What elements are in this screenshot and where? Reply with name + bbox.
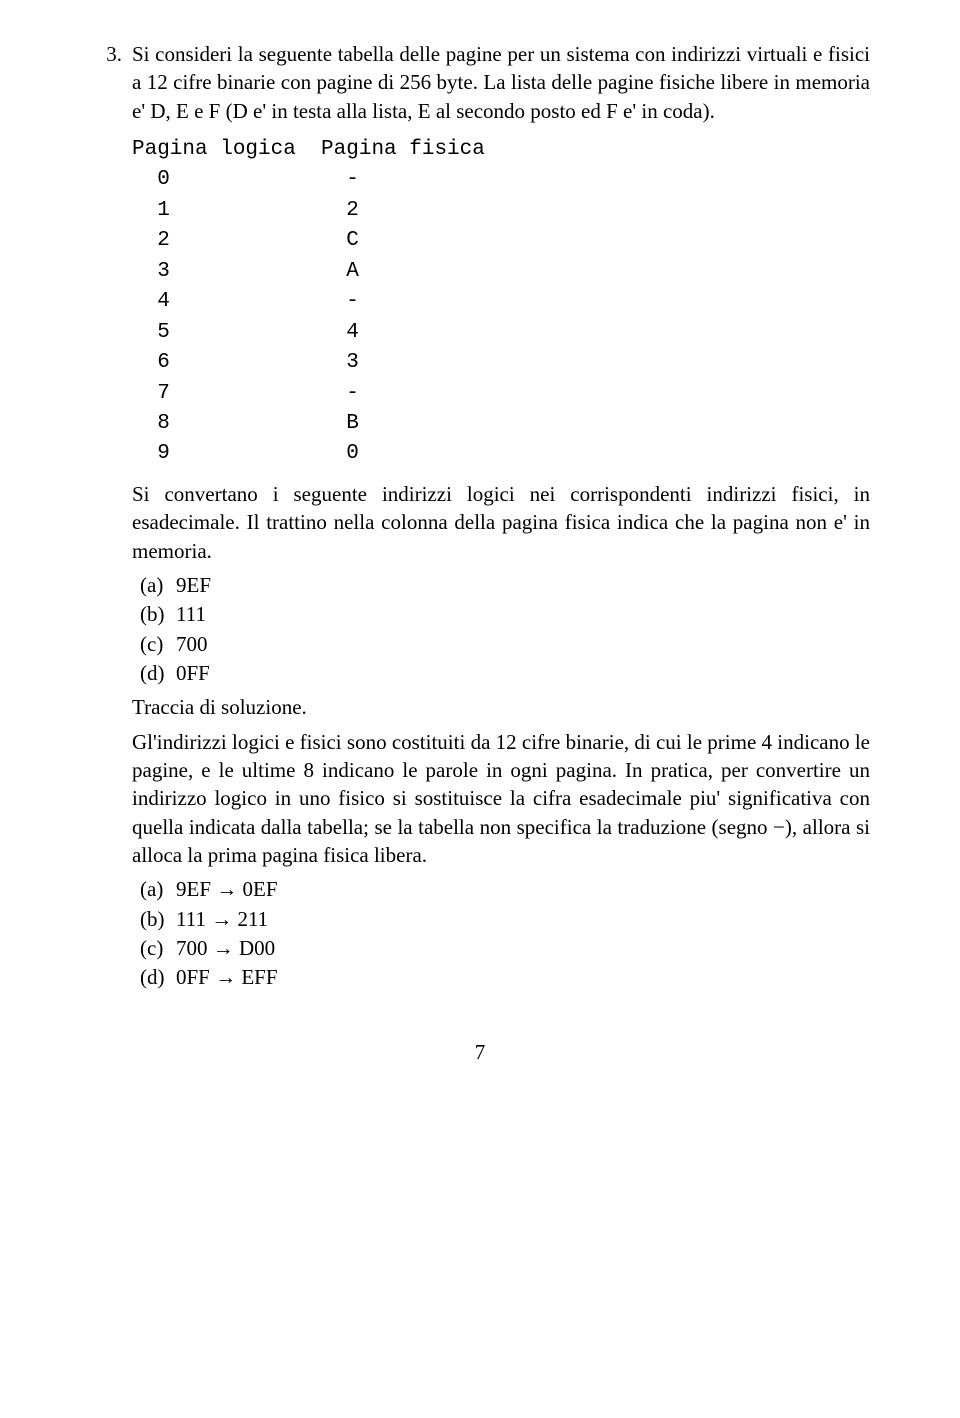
item-label: (b) [140, 905, 176, 933]
page-number: 7 [90, 1038, 870, 1066]
item-label: (c) [140, 934, 176, 962]
item-label: (a) [140, 875, 176, 903]
solution-list: (a)9EF → 0EF(b)111 → 211(c)700 → D00(d)0… [140, 875, 870, 991]
mid-text: Si convertano i seguente indirizzi logic… [132, 480, 870, 565]
item-text: 9EF [176, 571, 211, 599]
item-text: 9EF → 0EF [176, 875, 278, 903]
item-text: 0FF [176, 659, 210, 687]
item-text: 111 → 211 [176, 905, 268, 933]
list-item: (d)0FF [140, 659, 870, 687]
list-item: (a)9EF → 0EF [140, 875, 870, 903]
solution-text: Gl'indirizzi logici e fisici sono costit… [132, 728, 870, 870]
page-table: Pagina logica Pagina fisica 0 - 1 2 2 C … [132, 135, 870, 470]
question-number: 3. [90, 40, 122, 68]
item-label: (a) [140, 571, 176, 599]
list-item: (b)111 [140, 600, 870, 628]
item-text: 0FF → EFF [176, 963, 278, 991]
list-item: (d)0FF → EFF [140, 963, 870, 991]
list-item: (b)111 → 211 [140, 905, 870, 933]
item-label: (d) [140, 963, 176, 991]
item-label: (b) [140, 600, 176, 628]
item-text: 111 [176, 600, 206, 628]
address-list: (a)9EF(b)111(c)700(d)0FF [140, 571, 870, 687]
list-item: (c)700 [140, 630, 870, 658]
list-item: (c)700 → D00 [140, 934, 870, 962]
item-text: 700 [176, 630, 208, 658]
intro-text: Si consideri la seguente tabella delle p… [132, 40, 870, 125]
solution-title: Traccia di soluzione. [132, 693, 870, 721]
item-label: (d) [140, 659, 176, 687]
list-item: (a)9EF [140, 571, 870, 599]
item-text: 700 → D00 [176, 934, 275, 962]
item-label: (c) [140, 630, 176, 658]
